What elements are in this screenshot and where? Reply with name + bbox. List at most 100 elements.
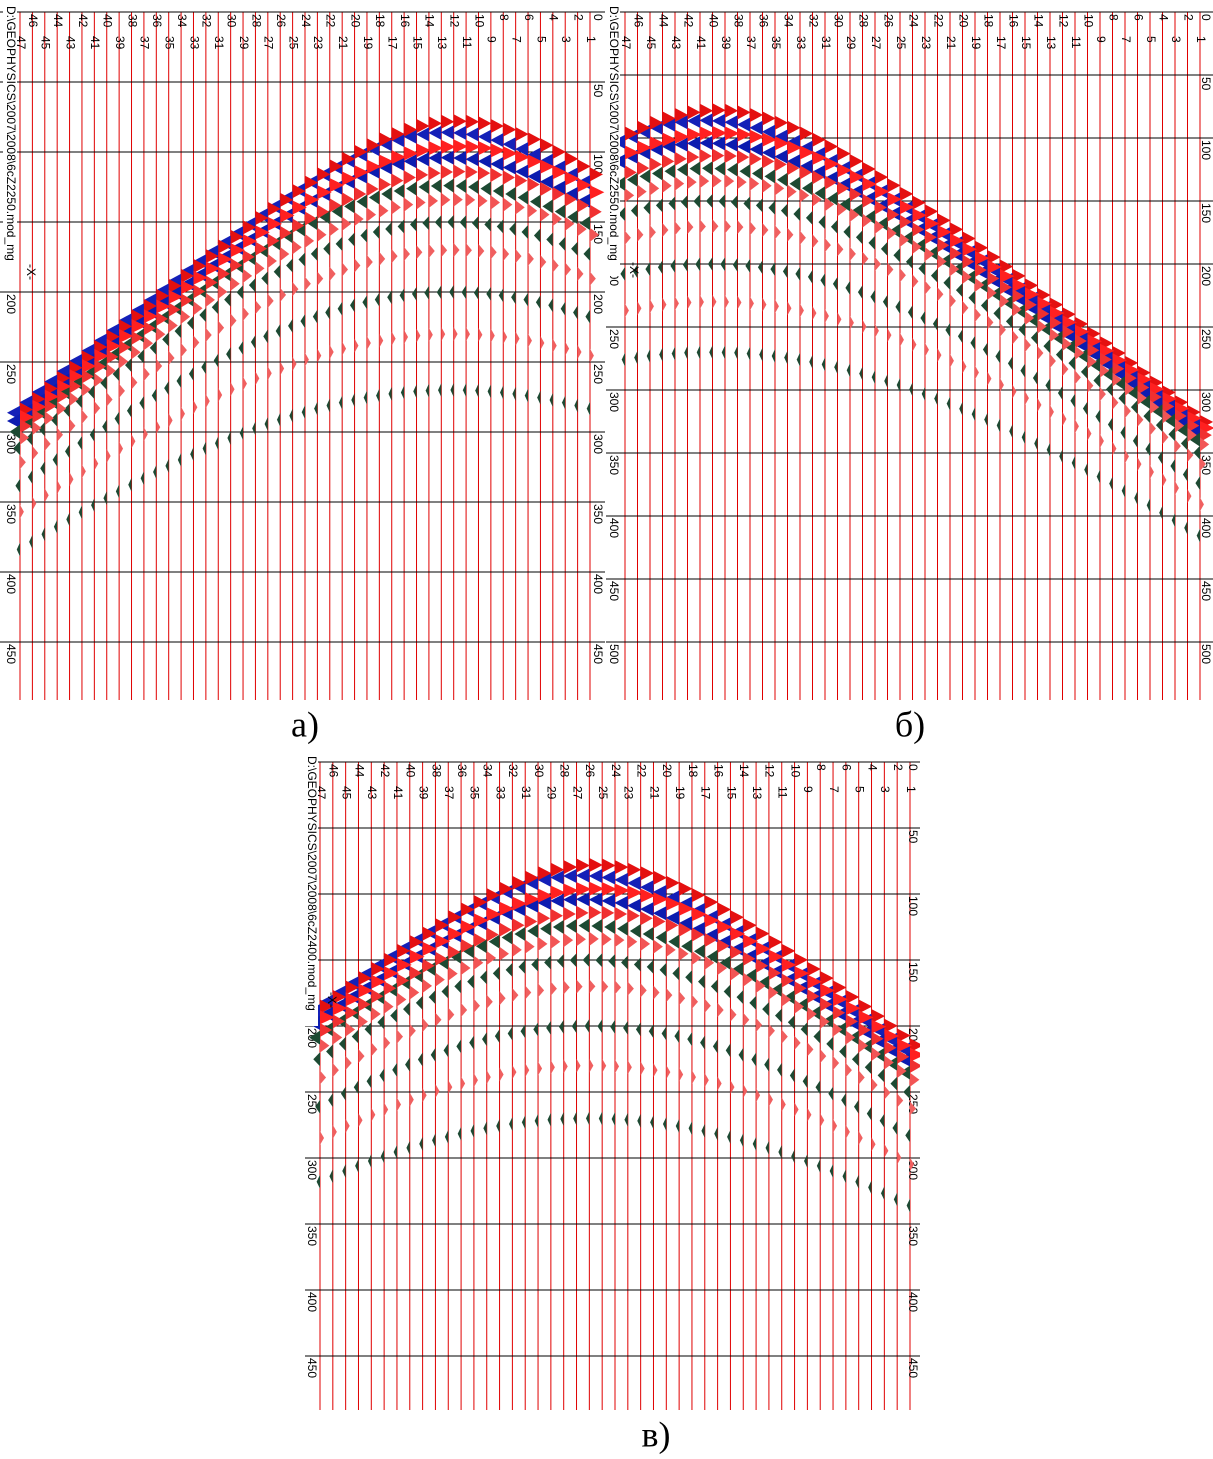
wiggle-lobe — [859, 366, 863, 381]
wiggle-lobe — [679, 991, 686, 1006]
wiggle-lobe — [688, 1121, 692, 1136]
wiggle-lobe — [691, 1070, 696, 1085]
wiggle-lobe — [505, 962, 513, 977]
wiggle-lobe — [409, 949, 425, 964]
wiggle-lobe — [711, 113, 725, 128]
trace-label: 9 — [1094, 36, 1108, 43]
trace-label: 1 — [1194, 36, 1208, 43]
wiggle-lobe — [661, 1026, 667, 1041]
wiggle-lobe — [737, 150, 750, 165]
wiggle-lobe — [1050, 305, 1065, 320]
wiggle-lobe — [478, 193, 488, 208]
wiggle-lobe — [1000, 280, 1012, 295]
wiggle-lobe — [538, 911, 551, 926]
wiggle-lobe — [332, 1124, 337, 1139]
wiggle-lobe — [646, 959, 654, 974]
wiggle-lobe — [483, 1121, 487, 1136]
wiggle-lobe — [466, 327, 470, 342]
trace-label: 36 — [756, 14, 770, 28]
wiggle-lobe — [484, 217, 491, 232]
wiggle-lobe — [701, 1123, 705, 1138]
wiggle-lobe — [440, 125, 454, 140]
wiggle-lobe — [900, 268, 906, 283]
wiggle-lobe — [52, 452, 58, 467]
wiggle-lobe — [315, 1099, 320, 1114]
trace-label: 6 — [522, 14, 536, 21]
wiggle-lobe — [337, 301, 343, 316]
wiggle-lobe — [425, 383, 429, 398]
wiggle-lobe — [565, 151, 579, 166]
wiggle-lobe — [267, 216, 283, 231]
wiggle-lobe — [342, 341, 347, 356]
wiggle-lobe — [428, 151, 442, 166]
wiggle-lobe — [205, 328, 212, 343]
wiggle-lobe — [1112, 353, 1127, 368]
wiggle-lobe — [737, 127, 752, 142]
wiggle-lobe — [950, 246, 962, 261]
wiggle-lobe — [590, 167, 604, 182]
wiggle-lobe — [473, 913, 489, 928]
wiggle-lobe — [305, 352, 309, 367]
wiggle-lobe — [1025, 297, 1037, 312]
wiggle-lobe — [490, 119, 504, 134]
wiggle-lobe — [1187, 418, 1200, 433]
wiggle-lobe — [770, 982, 782, 997]
wiggle-lobe — [682, 257, 688, 272]
wiggle-lobe — [577, 266, 584, 281]
trace-label: 19 — [361, 36, 375, 50]
wiggle-lobe — [317, 167, 331, 182]
seismogram-panel: 0050501001001501502002002502503003003503… — [0, 6, 605, 700]
wiggle-lobe — [1062, 411, 1067, 426]
wiggle-lobe — [358, 1049, 365, 1064]
wiggle-lobe — [243, 376, 247, 391]
wiggle-lobe — [1112, 372, 1122, 387]
wiggle-lobe — [829, 1163, 834, 1178]
wiggle-lobe — [552, 338, 557, 353]
wiggle-lobe — [875, 219, 885, 234]
wiggle-lobe — [453, 192, 463, 207]
wiggle-lobe — [674, 137, 688, 152]
wiggle-lobe — [925, 216, 940, 231]
wiggle-lobe — [640, 888, 656, 903]
wiggle-lobe — [1130, 400, 1138, 415]
wiggle-lobe — [317, 185, 332, 200]
wiggle-lobe — [515, 200, 525, 215]
wiggle-lobe — [675, 296, 679, 311]
wiggle-lobe — [858, 1010, 874, 1025]
trace-label: 44 — [656, 14, 670, 28]
wiggle-lobe — [69, 379, 82, 394]
wiggle-lobe — [367, 1154, 372, 1169]
wiggle-lobe — [1187, 427, 1197, 442]
wiggle-lobe — [94, 349, 109, 364]
wiggle-lobe — [637, 184, 647, 199]
wiggle-lobe — [576, 979, 583, 994]
trace-label: 24 — [609, 764, 623, 778]
wiggle-lobe — [280, 208, 295, 223]
wiggle-lobe — [712, 173, 722, 188]
wiggle-lobe — [627, 898, 641, 913]
time-label: 250 — [607, 329, 621, 349]
wiggle-lobe — [601, 870, 615, 885]
wiggle-lobe — [512, 1065, 517, 1080]
wiggle-lobe — [143, 336, 154, 351]
wiggle-lobe — [650, 299, 654, 314]
wiggle-lobe — [900, 332, 904, 347]
time-label: 400 — [4, 574, 18, 594]
wiggle-lobe — [490, 195, 500, 210]
wiggle-lobe — [868, 235, 875, 250]
wiggle-lobe — [118, 313, 132, 328]
trace-label: 7 — [509, 36, 523, 43]
wiggle-lobe — [501, 930, 513, 945]
wiggles — [611, 103, 1213, 543]
wiggle-lobe — [505, 186, 516, 201]
wiggle-lobe — [406, 1140, 410, 1155]
wiggle-lobe — [537, 872, 551, 887]
trace-label: 21 — [336, 36, 350, 50]
wiggle-lobe — [794, 999, 804, 1014]
wiggle-lobe — [409, 1092, 414, 1107]
time-label: 250 — [906, 1094, 920, 1114]
wiggle-lobe — [459, 215, 467, 230]
wiggle-lobe — [685, 970, 692, 985]
wiggle-lobe — [528, 203, 538, 218]
wiggle-lobe — [653, 914, 666, 929]
